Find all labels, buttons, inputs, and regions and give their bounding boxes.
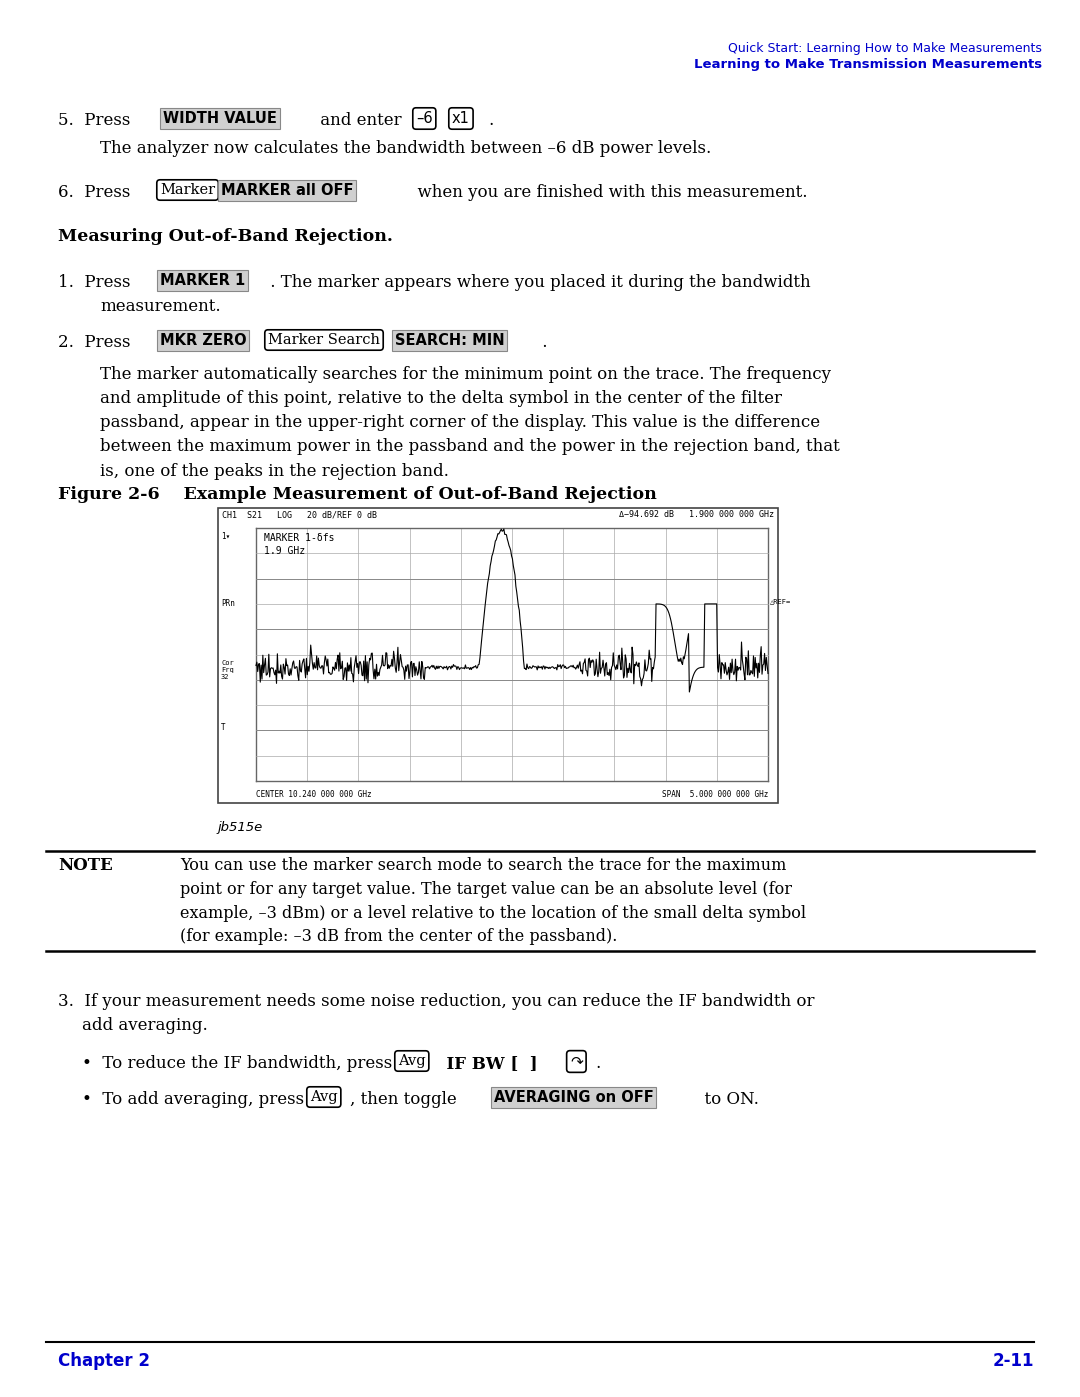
Text: ↷: ↷ [570, 1053, 583, 1069]
Text: CH1  S21   LOG   20 dB/REF 0 dB: CH1 S21 LOG 20 dB/REF 0 dB [222, 510, 377, 520]
Text: and enter: and enter [315, 112, 407, 129]
Text: CENTER 10.240 000 000 GHz: CENTER 10.240 000 000 GHz [256, 789, 372, 799]
Text: Marker: Marker [160, 183, 215, 197]
Text: △REF=: △REF= [770, 599, 792, 605]
Text: jb515e: jb515e [218, 821, 264, 834]
Text: 1.  Press: 1. Press [58, 274, 136, 291]
Text: MKR ZERO: MKR ZERO [160, 332, 246, 348]
Text: AVERAGING on OFF: AVERAGING on OFF [494, 1090, 653, 1105]
Text: –6: –6 [416, 110, 433, 126]
Bar [218, 509, 778, 803]
Text: 6.  Press: 6. Press [58, 184, 136, 201]
Text: MARKER all OFF: MARKER all OFF [221, 183, 353, 198]
Text: , then toggle: , then toggle [350, 1091, 468, 1108]
Text: . The marker appears where you placed it during the bandwidth: . The marker appears where you placed it… [265, 274, 811, 291]
Text: Learning to Make Transmission Measurements: Learning to Make Transmission Measuremen… [693, 59, 1042, 71]
Text: •  To reduce the IF bandwidth, press: • To reduce the IF bandwidth, press [82, 1055, 397, 1071]
Text: The analyzer now calculates the bandwidth between –6 dB power levels.: The analyzer now calculates the bandwidt… [100, 140, 712, 156]
Text: •  To add averaging, press: • To add averaging, press [82, 1091, 309, 1108]
Text: MARKER 1: MARKER 1 [160, 272, 245, 288]
Text: NOTE: NOTE [58, 856, 112, 875]
Text: .: . [537, 334, 548, 351]
Text: 2-11: 2-11 [993, 1352, 1034, 1370]
Text: SEARCH: MIN: SEARCH: MIN [395, 332, 504, 348]
Text: 5.  Press: 5. Press [58, 112, 136, 129]
Text: .: . [488, 112, 494, 129]
Text: 1.9 GHz: 1.9 GHz [264, 546, 306, 556]
Text: 2.  Press: 2. Press [58, 334, 136, 351]
Text: Avg: Avg [399, 1053, 426, 1067]
Text: Chapter 2: Chapter 2 [58, 1352, 150, 1370]
Text: 3.  If your measurement needs some noise reduction, you can reduce the IF bandwi: 3. If your measurement needs some noise … [58, 993, 814, 1010]
Text: x1: x1 [453, 110, 470, 126]
Text: Marker Search: Marker Search [268, 332, 380, 346]
Text: The marker automatically searches for the minimum point on the trace. The freque: The marker automatically searches for th… [100, 366, 840, 479]
Text: T: T [221, 722, 226, 732]
Text: Figure 2-6    Example Measurement of Out-of-Band Rejection: Figure 2-6 Example Measurement of Out-of… [58, 486, 657, 503]
Text: WIDTH VALUE: WIDTH VALUE [163, 110, 276, 126]
Text: IF BW [  ]: IF BW [ ] [435, 1055, 543, 1071]
Text: MARKER 1-δfs: MARKER 1-δfs [264, 534, 335, 543]
Text: add averaging.: add averaging. [82, 1017, 207, 1034]
Text: when you are finished with this measurement.: when you are finished with this measurem… [407, 184, 808, 201]
Text: Measuring Out-of-Band Rejection.: Measuring Out-of-Band Rejection. [58, 228, 393, 244]
Text: Cor
Frq
32: Cor Frq 32 [221, 659, 233, 679]
Text: PRn: PRn [221, 599, 234, 608]
Text: Avg: Avg [310, 1090, 338, 1104]
Text: Quick Start: Learning How to Make Measurements: Quick Start: Learning How to Make Measur… [728, 42, 1042, 54]
Text: .: . [595, 1055, 600, 1071]
Text: to ON.: to ON. [694, 1091, 759, 1108]
Text: Δ−94.692 dB   1.900 000 000 GHz: Δ−94.692 dB 1.900 000 000 GHz [619, 510, 774, 520]
Text: measurement.: measurement. [100, 298, 220, 314]
Text: You can use the marker search mode to search the trace for the maximum
point or : You can use the marker search mode to se… [180, 856, 806, 946]
Text: 1▾: 1▾ [221, 532, 230, 541]
Text: SPAN  5.000 000 000 GHz: SPAN 5.000 000 000 GHz [662, 789, 768, 799]
